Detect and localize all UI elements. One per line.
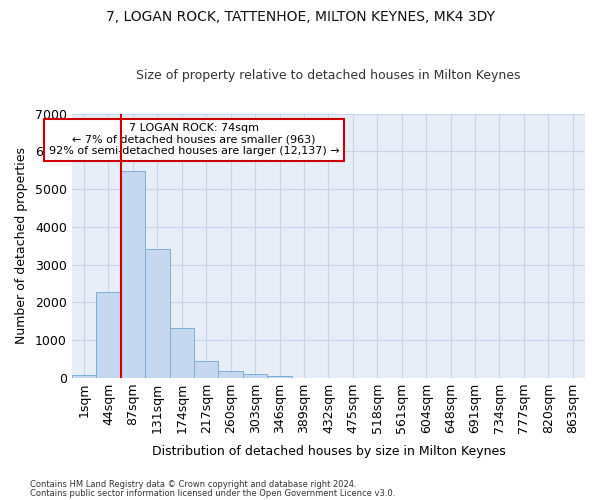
Bar [218, 372, 243, 378]
Text: 7, LOGAN ROCK, TATTENHOE, MILTON KEYNES, MK4 3DY: 7, LOGAN ROCK, TATTENHOE, MILTON KEYNES,… [106, 10, 494, 24]
Text: Contains HM Land Registry data © Crown copyright and database right 2024.: Contains HM Land Registry data © Crown c… [30, 480, 356, 489]
Text: 7 LOGAN ROCK: 74sqm
← 7% of detached houses are smaller (963)
92% of semi-detach: 7 LOGAN ROCK: 74sqm ← 7% of detached hou… [49, 123, 340, 156]
Bar [96, 292, 121, 378]
X-axis label: Distribution of detached houses by size in Milton Keynes: Distribution of detached houses by size … [152, 444, 505, 458]
Bar [72, 375, 96, 378]
Title: Size of property relative to detached houses in Milton Keynes: Size of property relative to detached ho… [136, 69, 521, 82]
Bar [268, 376, 292, 378]
Text: Contains public sector information licensed under the Open Government Licence v3: Contains public sector information licen… [30, 488, 395, 498]
Bar [194, 360, 218, 378]
Bar [170, 328, 194, 378]
Bar [145, 249, 170, 378]
Bar [243, 374, 268, 378]
Bar [121, 172, 145, 378]
Y-axis label: Number of detached properties: Number of detached properties [15, 148, 28, 344]
